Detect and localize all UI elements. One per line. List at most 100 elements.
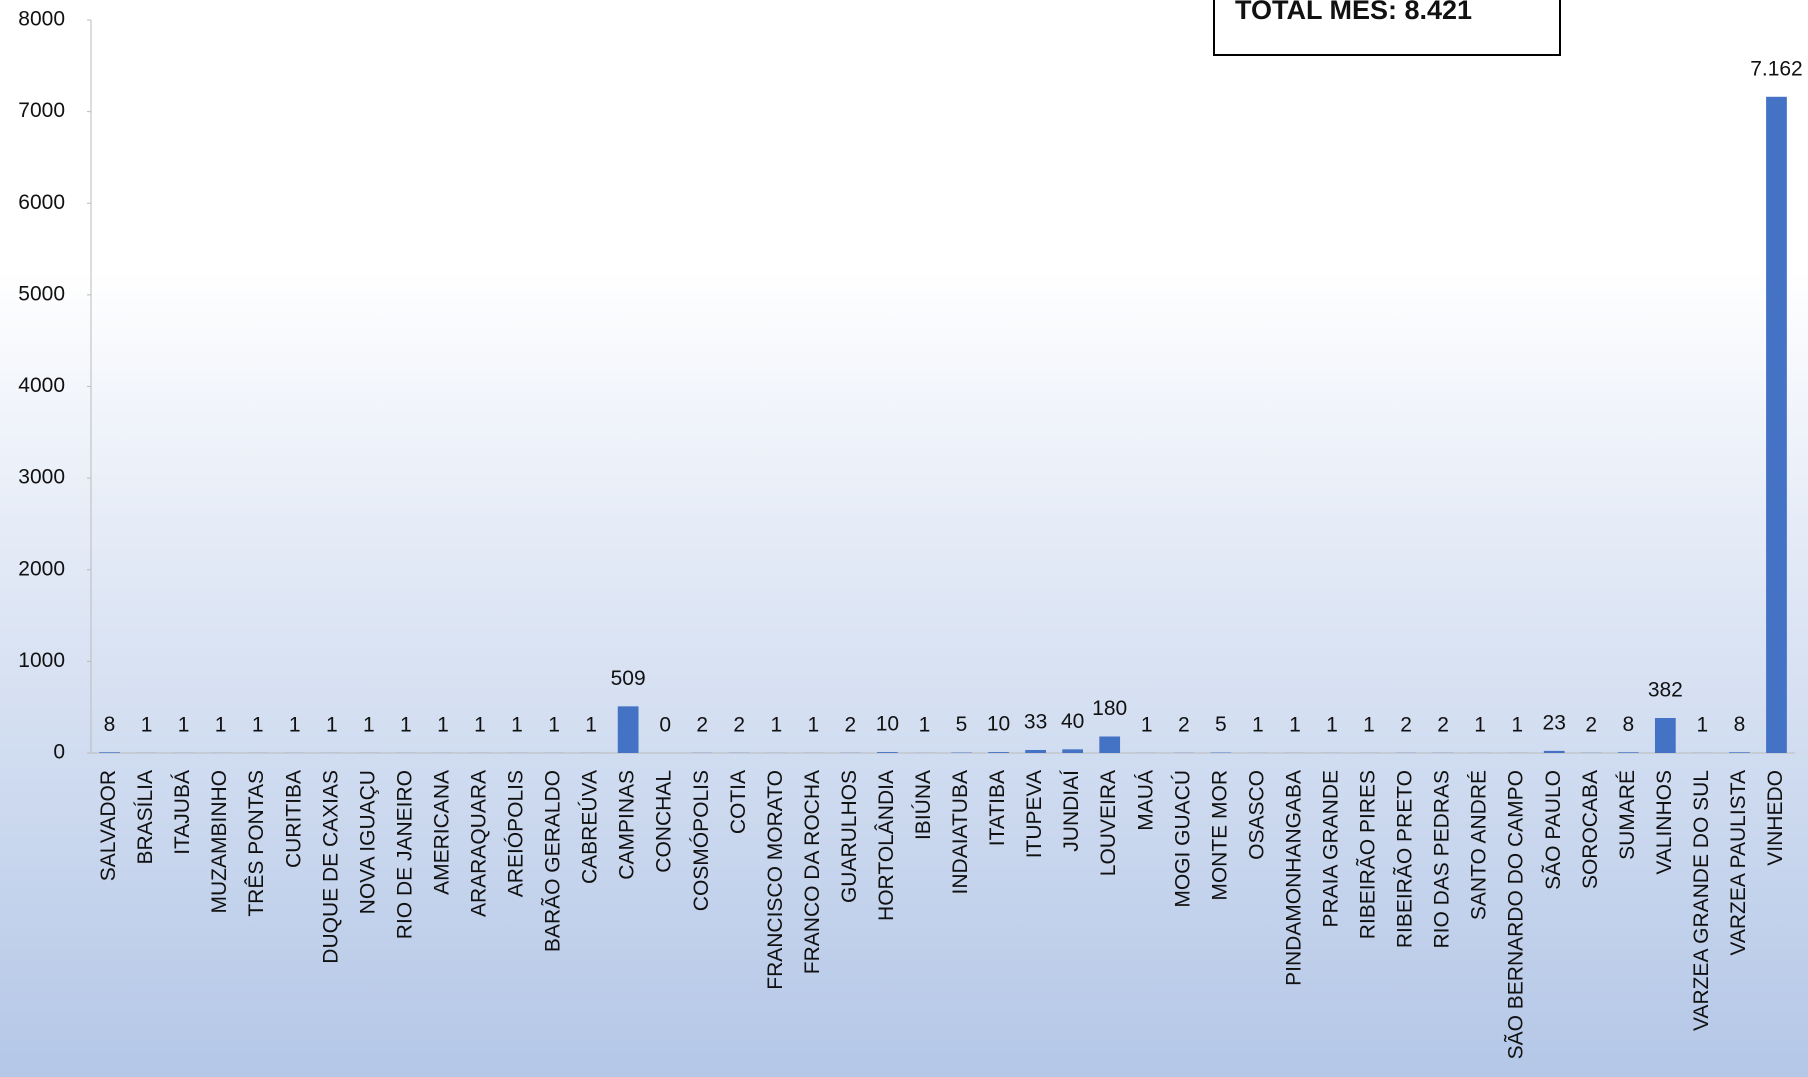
x-tick-label: OSASCO	[1245, 770, 1268, 860]
x-tick-label: VALINHOS	[1653, 770, 1676, 875]
x-tick-label: SOROCABA	[1579, 770, 1602, 889]
bar	[1543, 750, 1565, 753]
value-label: 382	[1648, 679, 1683, 702]
value-label: 1	[474, 713, 486, 736]
x-tick-label: ITUPEVA	[1023, 770, 1046, 858]
x-tick-label: MUZAMBINHO	[208, 770, 231, 914]
value-label: 1	[1289, 713, 1301, 736]
x-tick-label: RIO DAS PEDRAS	[1431, 770, 1454, 949]
x-tick-label: HORTOLÂNDIA	[875, 770, 898, 921]
x-tick-label: COSMÓPOLIS	[690, 770, 713, 911]
x-tick-label: RIBEIRÃO PIRES	[1356, 770, 1380, 939]
x-tick-label: RIBEIRÃO PRETO	[1393, 770, 1417, 948]
x-tick-label: CONCHAL	[653, 770, 676, 873]
value-label: 1	[1326, 713, 1338, 736]
value-label: 1	[363, 713, 375, 736]
y-tick-label: 0	[53, 741, 65, 764]
bar	[1654, 717, 1676, 753]
value-label: 40	[1061, 710, 1084, 733]
value-label: 10	[987, 713, 1010, 736]
x-tick-label: NOVA IGUAÇU	[356, 770, 379, 914]
x-tick-label: IBIÚNA	[912, 770, 935, 840]
value-label: 1	[1252, 713, 1264, 736]
value-label: 5	[1215, 713, 1227, 736]
x-tick-label: CAMPINAS	[616, 770, 639, 880]
value-label: 2	[1400, 713, 1412, 736]
bar	[988, 752, 1009, 753]
bar	[877, 752, 898, 753]
x-tick-label: AMERICANA	[430, 770, 453, 895]
value-label: 1	[1363, 713, 1375, 736]
value-label: 1	[919, 713, 931, 736]
bar	[1062, 749, 1084, 753]
x-tick-label: JUNDIAÍ	[1060, 770, 1083, 852]
x-tick-label: SANTO ANDRÉ	[1468, 770, 1491, 920]
x-tick-label: RIO DE JANEIRO	[393, 770, 416, 939]
value-label: 23	[1543, 711, 1566, 734]
x-tick-label: FRANCO DA ROCHA	[801, 770, 824, 974]
x-tick-label: SUMARÉ	[1616, 770, 1639, 860]
x-tick-label: COTIA	[727, 770, 750, 834]
y-tick-label: 2000	[18, 557, 65, 580]
value-label: 1	[326, 713, 338, 736]
y-tick-label: 7000	[18, 99, 65, 122]
value-label: 1	[437, 713, 449, 736]
annotation: TOTAL MÊS: 8.421	[1235, 0, 1472, 25]
value-label: 8	[1622, 713, 1634, 736]
x-tick-label: SALVADOR	[97, 770, 120, 881]
value-label: 1	[511, 713, 523, 736]
bar	[1025, 749, 1046, 753]
value-label: 1	[1511, 713, 1523, 736]
bar	[1766, 96, 1787, 754]
x-tick-label: ITATIBA	[986, 770, 1009, 846]
value-label: 1	[1474, 713, 1486, 736]
y-tick-label: 3000	[18, 466, 65, 489]
x-tick-label: SÃO PAULO	[1541, 770, 1565, 890]
x-tick-label: TRÊS PONTAS	[245, 770, 268, 917]
x-tick-label: DUQUE DE CAXIAS	[319, 770, 342, 964]
value-label: 1	[548, 713, 560, 736]
annotation-box	[1213, 0, 1561, 56]
value-label: 8	[104, 713, 116, 736]
value-label: 33	[1024, 711, 1047, 734]
x-tick-label: LOUVEIRA	[1097, 770, 1120, 876]
value-label: 7.162	[1750, 57, 1803, 80]
x-tick-label: MOGI GUACÚ	[1171, 770, 1194, 908]
value-label: 1	[400, 713, 412, 736]
value-label: 2	[1585, 713, 1597, 736]
value-label: 1	[215, 713, 227, 736]
value-label: 2	[1437, 713, 1449, 736]
value-label: 5	[956, 713, 968, 736]
x-tick-label: GUARULHOS	[838, 770, 861, 903]
value-label: 2	[733, 713, 745, 736]
x-tick-label: BARÃO GERALDO	[541, 770, 565, 952]
x-tick-label: ARARAQUARA	[468, 770, 491, 917]
value-label: 180	[1092, 697, 1127, 720]
x-tick-label: VARZEA GRANDE DO SUL	[1690, 770, 1713, 1031]
y-tick-label: 5000	[18, 282, 65, 305]
value-label: 1	[252, 713, 264, 736]
value-label: 2	[1178, 713, 1190, 736]
value-label: 2	[845, 713, 857, 736]
x-tick-label: VINHEDO	[1764, 770, 1787, 866]
y-tick-label: 6000	[18, 191, 65, 214]
value-label: 509	[611, 667, 646, 690]
value-label: 1	[141, 713, 153, 736]
x-tick-label: INDAIATUBA	[949, 770, 972, 894]
value-label: 1	[1697, 713, 1709, 736]
x-tick-label: CABREÚVA	[579, 770, 602, 884]
bar	[1099, 736, 1121, 753]
value-label: 0	[659, 714, 671, 737]
bar	[1729, 752, 1750, 753]
value-label: 1	[808, 713, 820, 736]
x-tick-label: SÃO BERNARDO DO CAMPO	[1504, 770, 1528, 1059]
value-label: 10	[876, 713, 899, 736]
bar	[1617, 752, 1639, 753]
x-tick-label: AREIÓPOLIS	[505, 770, 528, 897]
value-label: 1	[289, 713, 301, 736]
x-tick-label: MAUÁ	[1134, 770, 1157, 831]
x-tick-label: FRANCISCO MORATO	[764, 770, 787, 990]
x-tick-label: PINDAMONHANGABA	[1282, 770, 1305, 986]
x-tick-label: ITAJUBÁ	[171, 770, 194, 855]
